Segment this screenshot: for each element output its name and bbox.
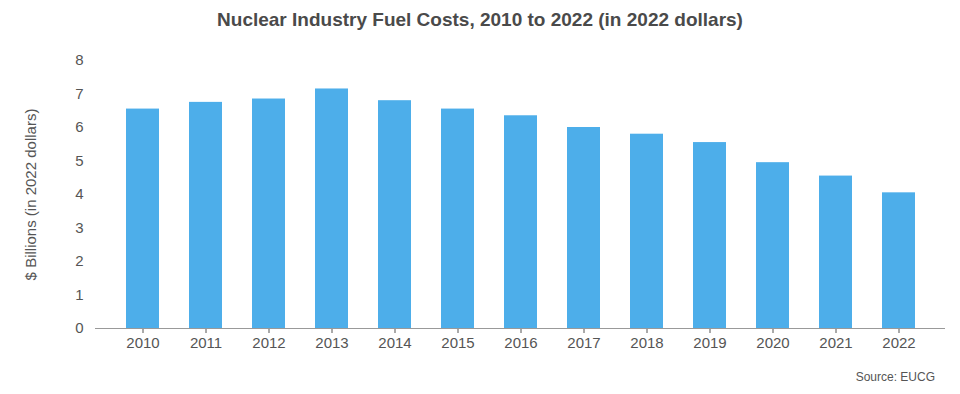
svg-text:8: 8 xyxy=(75,51,83,68)
html-text:Source: EUCG: Source: EUCG xyxy=(855,370,935,384)
svg-text:3: 3 xyxy=(75,219,83,236)
svg-text:2013: 2013 xyxy=(315,334,348,351)
svg-text:2022: 2022 xyxy=(882,334,915,351)
svg-text:2015: 2015 xyxy=(441,334,474,351)
svg-text:$ Billions (in 2022 dollars): $ Billions (in 2022 dollars) xyxy=(22,109,39,281)
svg-text:7: 7 xyxy=(75,85,83,102)
svg-text:2020: 2020 xyxy=(756,334,789,351)
svg-text:2019: 2019 xyxy=(693,334,726,351)
svg-text:2021: 2021 xyxy=(819,334,852,351)
svg-text:5: 5 xyxy=(75,152,83,169)
svg-text:2017: 2017 xyxy=(567,334,600,351)
svg-text:6: 6 xyxy=(75,118,83,135)
svg-text:2018: 2018 xyxy=(630,334,663,351)
svg-text:1: 1 xyxy=(75,286,83,303)
svg-text:2011: 2011 xyxy=(190,334,222,351)
html-text:Nuclear Industry Fuel Costs, 2: Nuclear Industry Fuel Costs, 2010 to 202… xyxy=(217,9,743,30)
svg-text:2: 2 xyxy=(75,252,83,269)
svg-text:0: 0 xyxy=(75,319,83,336)
svg-text:2010: 2010 xyxy=(126,334,159,351)
svg-text:2012: 2012 xyxy=(252,334,285,351)
svg-text:4: 4 xyxy=(75,185,83,202)
svg-text:2016: 2016 xyxy=(504,334,537,351)
svg-text:2014: 2014 xyxy=(378,334,411,351)
